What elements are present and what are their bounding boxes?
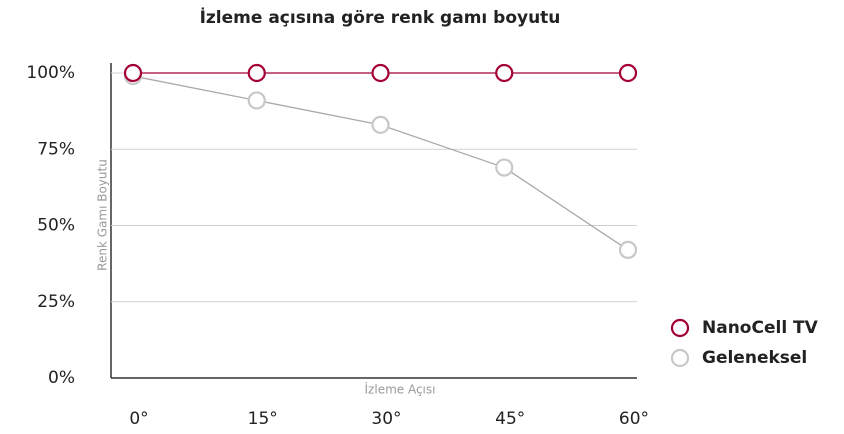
y-tick-label: 75%	[37, 139, 75, 159]
point	[495, 158, 514, 177]
legend-marker	[670, 348, 690, 368]
point	[371, 115, 390, 134]
x-axis-title: İzleme Açısı	[365, 382, 436, 397]
y-tick-label: 50%	[37, 216, 75, 236]
y-tick-label: 0%	[48, 368, 75, 388]
legend-label: Geleneksel	[702, 348, 807, 368]
x-tick-label: 30°	[371, 409, 401, 429]
series-line	[132, 75, 629, 251]
point	[247, 63, 266, 83]
point	[247, 91, 266, 110]
y-tick-label: 25%	[37, 292, 75, 312]
x-tick-label: 60°	[619, 409, 649, 429]
point	[618, 240, 638, 259]
legend-label: NanoCell TV	[702, 318, 819, 338]
point	[371, 63, 390, 83]
x-tick-label: 15°	[248, 409, 278, 429]
y-tick-label: 100%	[26, 63, 75, 83]
point	[123, 63, 143, 83]
x-tick-label: 0°	[129, 409, 148, 429]
x-tick-label: 45°	[495, 409, 525, 429]
point	[618, 63, 638, 83]
y-axis-title: Renk Gamı Boyutu	[96, 159, 110, 271]
legend-marker	[670, 318, 690, 338]
point	[495, 63, 514, 83]
chart-title: İzleme açısına göre renk gamı boyutu	[200, 6, 561, 28]
